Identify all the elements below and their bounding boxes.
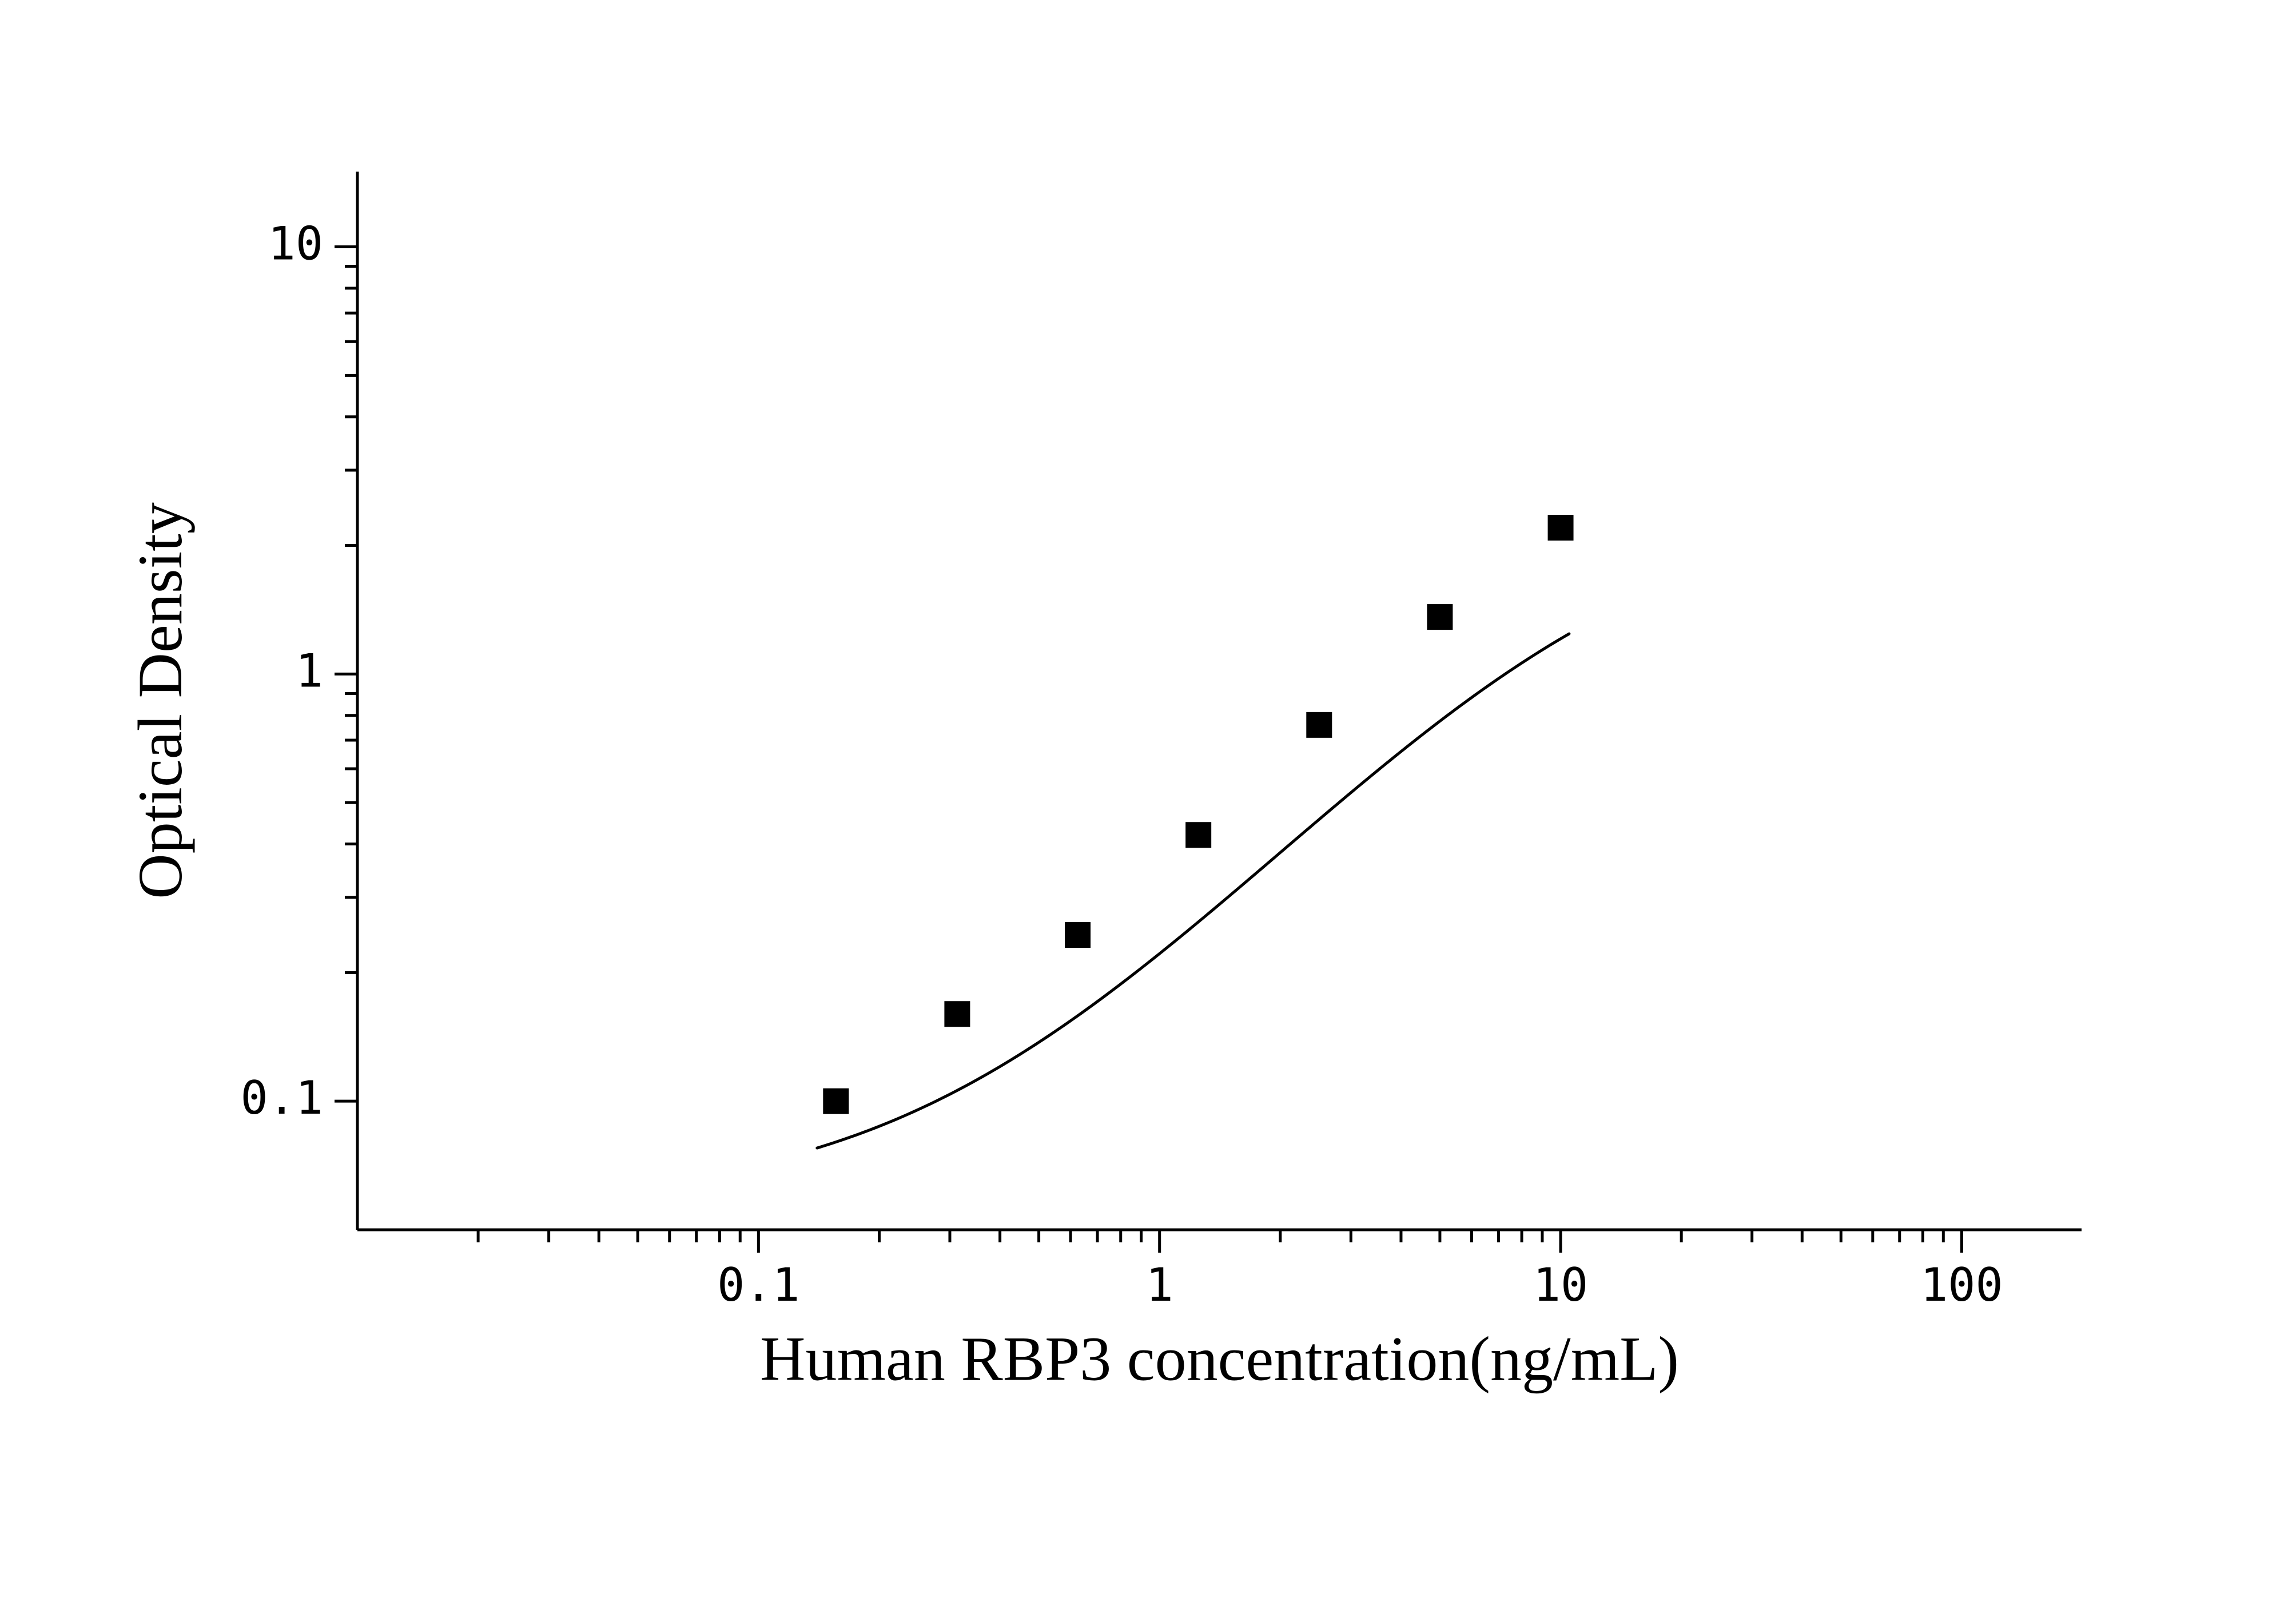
data-marker xyxy=(944,1001,970,1027)
x-tick-label: 0.1 xyxy=(717,1258,800,1312)
chart-container: 0.1 1 10 100 0.1 1 10 Human RBP3 concentration(… xyxy=(0,0,2296,1605)
y-tick-label: 0.1 xyxy=(241,1071,324,1125)
y-tick-label: 10 xyxy=(268,217,323,270)
x-axis-label: Human RBP3 concentration(ng/mL) xyxy=(760,1324,1679,1394)
x-tick-label: 100 xyxy=(1920,1258,2003,1312)
standard-curve-chart: 0.1 1 10 100 0.1 1 10 Human RBP3 concentration(… xyxy=(0,0,2296,1605)
data-marker xyxy=(1427,604,1453,630)
data-marker xyxy=(1306,712,1332,738)
data-marker xyxy=(1065,922,1091,948)
y-axis-label: Optical Density xyxy=(125,502,195,899)
x-tick-label: 1 xyxy=(1146,1258,1173,1312)
data-marker xyxy=(1548,515,1574,541)
x-tick-label: 10 xyxy=(1533,1258,1588,1312)
y-tick-label: 1 xyxy=(296,644,323,697)
data-marker xyxy=(823,1088,849,1114)
data-marker xyxy=(1185,822,1211,848)
